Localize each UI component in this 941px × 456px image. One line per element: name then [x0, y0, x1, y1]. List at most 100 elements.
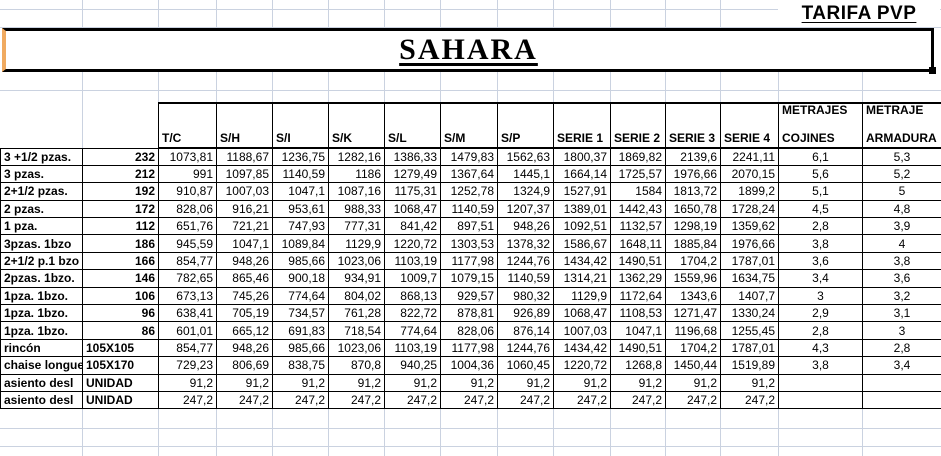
- price-cell[interactable]: 1009,7: [384, 269, 441, 288]
- metraje-cell[interactable]: 2,8: [862, 338, 941, 358]
- price-cell[interactable]: 1704,2: [665, 338, 721, 358]
- price-cell[interactable]: 1298,19: [665, 217, 721, 236]
- price-cell[interactable]: 916,21: [216, 199, 273, 219]
- metraje-cell[interactable]: 4,8: [862, 199, 941, 219]
- row-label-cell[interactable]: 2 pzas.: [0, 199, 83, 219]
- price-cell[interactable]: 948,26: [216, 338, 273, 358]
- price-cell[interactable]: 1787,01: [720, 251, 779, 271]
- metraje-cell[interactable]: 2,9: [778, 304, 863, 323]
- price-cell[interactable]: 1869,82: [610, 147, 666, 166]
- price-cell[interactable]: 1434,42: [553, 251, 611, 271]
- row-size-cell[interactable]: 232: [82, 147, 159, 166]
- price-cell[interactable]: 1172,64: [610, 286, 666, 306]
- price-cell[interactable]: 247,2: [497, 390, 554, 410]
- row-label-cell[interactable]: chaise longue: [0, 356, 83, 375]
- row-size-cell[interactable]: UNIDAD: [82, 373, 159, 392]
- price-cell[interactable]: 1279,49: [384, 164, 441, 184]
- column-header[interactable]: S/H: [216, 102, 273, 149]
- price-cell[interactable]: 838,75: [272, 356, 329, 375]
- row-size-cell[interactable]: 146: [82, 269, 159, 288]
- price-cell[interactable]: 782,65: [158, 269, 217, 288]
- metraje-cell[interactable]: [778, 390, 863, 410]
- price-cell[interactable]: 1140,59: [440, 199, 498, 219]
- price-cell[interactable]: 665,12: [216, 321, 273, 340]
- metraje-cell[interactable]: 3,2: [862, 286, 941, 306]
- metraje-cell[interactable]: [778, 373, 863, 392]
- price-cell[interactable]: 1047,1: [216, 234, 273, 253]
- column-header[interactable]: S/L: [384, 102, 441, 149]
- price-cell[interactable]: 91,2: [272, 373, 329, 392]
- row-label-cell[interactable]: 3 +1/2 pzas.: [0, 147, 83, 166]
- row-size-cell[interactable]: UNIDAD: [82, 390, 159, 410]
- price-cell[interactable]: 1386,33: [384, 147, 441, 166]
- metraje-cell[interactable]: 5,3: [862, 147, 941, 166]
- row-size-cell[interactable]: 106: [82, 286, 159, 306]
- tarifa-pvp-cell[interactable]: TARIFA PVP: [778, 0, 940, 27]
- price-cell[interactable]: 774,64: [384, 321, 441, 340]
- row-label-cell[interactable]: 3pzas. 1bzo: [0, 234, 83, 253]
- price-cell[interactable]: 1976,66: [720, 234, 779, 253]
- price-cell[interactable]: 721,21: [216, 217, 273, 236]
- row-label-cell[interactable]: asiento desl: [0, 390, 83, 410]
- price-cell[interactable]: 1236,75: [272, 147, 329, 166]
- metraje-cell[interactable]: 3: [862, 321, 941, 340]
- row-size-cell[interactable]: 105X105: [82, 338, 159, 358]
- price-cell[interactable]: 1023,06: [328, 338, 385, 358]
- price-cell[interactable]: 705,19: [216, 304, 273, 323]
- metraje-cell[interactable]: 5,1: [778, 182, 863, 201]
- price-cell[interactable]: 1389,01: [553, 199, 611, 219]
- price-cell[interactable]: 1519,89: [720, 356, 779, 375]
- column-header[interactable]: S/K: [328, 102, 385, 149]
- price-cell[interactable]: 948,26: [216, 251, 273, 271]
- price-cell[interactable]: 1060,45: [497, 356, 554, 375]
- metraje-cell[interactable]: 5: [862, 182, 941, 201]
- row-size-cell[interactable]: 172: [82, 199, 159, 219]
- price-cell[interactable]: 774,64: [272, 286, 329, 306]
- price-cell[interactable]: 1004,36: [440, 356, 498, 375]
- price-cell[interactable]: 985,66: [272, 251, 329, 271]
- price-cell[interactable]: 1634,75: [720, 269, 779, 288]
- price-cell[interactable]: 1343,6: [665, 286, 721, 306]
- price-cell[interactable]: 988,33: [328, 199, 385, 219]
- price-cell[interactable]: 910,87: [158, 182, 217, 201]
- price-cell[interactable]: 945,59: [158, 234, 217, 253]
- price-cell[interactable]: 91,2: [440, 373, 498, 392]
- price-cell[interactable]: 1490,51: [610, 338, 666, 358]
- metraje-cell[interactable]: 3,8: [778, 356, 863, 375]
- metraje-cell[interactable]: 3,4: [778, 269, 863, 288]
- row-label-cell[interactable]: 2+1/2 p.1 bzo: [0, 251, 83, 271]
- price-cell[interactable]: 900,18: [272, 269, 329, 288]
- column-header[interactable]: S/P: [497, 102, 554, 149]
- price-cell[interactable]: 91,2: [216, 373, 273, 392]
- price-cell[interactable]: 1007,03: [216, 182, 273, 201]
- price-cell[interactable]: 1207,37: [497, 199, 554, 219]
- price-cell[interactable]: 1007,03: [553, 321, 611, 340]
- price-cell[interactable]: 940,25: [384, 356, 441, 375]
- metraje-cell[interactable]: 3,6: [862, 269, 941, 288]
- price-cell[interactable]: 1885,84: [665, 234, 721, 253]
- price-cell[interactable]: 1220,72: [384, 234, 441, 253]
- price-cell[interactable]: 1664,14: [553, 164, 611, 184]
- price-cell[interactable]: 1023,06: [328, 251, 385, 271]
- price-cell[interactable]: 91,2: [328, 373, 385, 392]
- price-cell[interactable]: 729,23: [158, 356, 217, 375]
- row-size-cell[interactable]: 192: [82, 182, 159, 201]
- price-cell[interactable]: 991: [158, 164, 217, 184]
- row-size-cell[interactable]: 105X170: [82, 356, 159, 375]
- row-label-cell[interactable]: 3 pzas.: [0, 164, 83, 184]
- row-label-cell[interactable]: 2+1/2 pzas.: [0, 182, 83, 201]
- row-label-cell[interactable]: 1pza. 1bzo.: [0, 321, 83, 340]
- metraje-cell[interactable]: 3,9: [862, 217, 941, 236]
- price-cell[interactable]: 1407,7: [720, 286, 779, 306]
- price-cell[interactable]: 1177,98: [440, 338, 498, 358]
- price-cell[interactable]: 1650,78: [665, 199, 721, 219]
- price-cell[interactable]: 1445,1: [497, 164, 554, 184]
- price-cell[interactable]: 1089,84: [272, 234, 329, 253]
- price-cell[interactable]: 1800,37: [553, 147, 611, 166]
- price-cell[interactable]: 761,28: [328, 304, 385, 323]
- price-cell[interactable]: 1282,16: [328, 147, 385, 166]
- price-cell[interactable]: 929,57: [440, 286, 498, 306]
- price-cell[interactable]: 734,57: [272, 304, 329, 323]
- price-cell[interactable]: 926,89: [497, 304, 554, 323]
- price-cell[interactable]: 1177,98: [440, 251, 498, 271]
